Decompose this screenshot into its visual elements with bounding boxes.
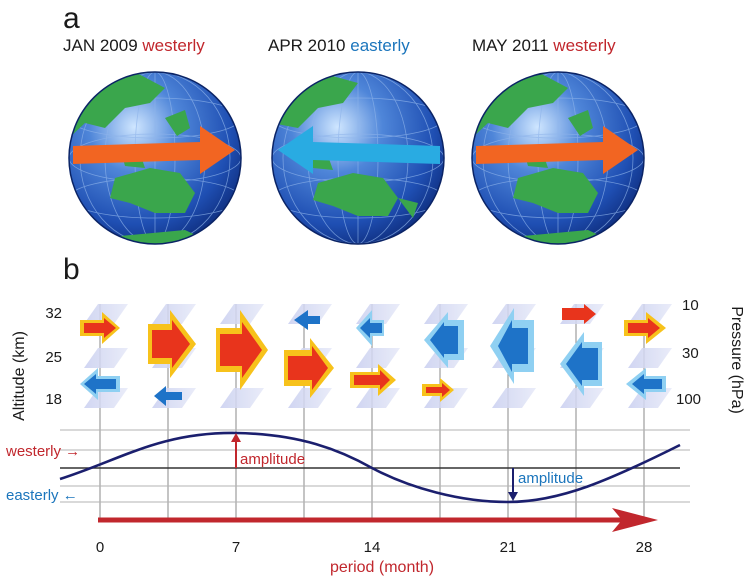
globe-label-2: APR 2010 easterly (268, 36, 410, 56)
x-tick: 21 (500, 539, 517, 556)
panel-a-letter: a (63, 2, 80, 35)
oscillation-curve (59, 431, 681, 504)
globe-wind: easterly (350, 36, 410, 55)
globe-wind: westerly (553, 36, 616, 55)
easterly-amplitude-arrowhead (508, 492, 518, 501)
qbo-figure: Altitude (km) 32 25 18 10 30 100 Pressur… (5, 297, 745, 576)
easterly-amplitude-label: amplitude (518, 470, 583, 487)
altitude-tick: 18 (45, 391, 62, 408)
globes-figure (68, 71, 645, 245)
x-tick: 28 (636, 539, 653, 556)
globe-date: JAN 2009 (63, 36, 138, 55)
x-tick: 0 (96, 539, 104, 556)
x-tick: 7 (232, 539, 240, 556)
globe-2 (271, 71, 445, 245)
altitude-tick: 25 (45, 349, 62, 366)
globe-3 (471, 71, 645, 245)
westerly-wind-arrow (476, 126, 638, 174)
easterly-wind-arrow (278, 126, 440, 174)
globe-label-3: MAY 2011 westerly (472, 36, 616, 56)
panel-b-letter: b (63, 253, 80, 286)
altitude-axis-label: Altitude (km) (11, 331, 28, 421)
period-arrowhead (612, 508, 658, 532)
x-axis-label: period (month) (330, 559, 434, 576)
globe-wind: westerly (142, 36, 205, 55)
westerly-amplitude-label: amplitude (240, 451, 305, 468)
globe-1 (68, 71, 242, 245)
altitude-tick: 32 (45, 305, 62, 322)
pressure-tick: 10 (682, 297, 699, 314)
x-tick: 14 (364, 539, 381, 556)
globe-label-1: JAN 2009 westerly (63, 36, 205, 56)
westerly-amplitude-arrowhead (231, 433, 241, 442)
pressure-tick: 100 (676, 391, 701, 408)
globe-date: APR 2010 (268, 36, 346, 55)
wind-profile-arrows (80, 304, 666, 406)
westerly-wind-arrow (73, 126, 235, 174)
pressure-axis-label: Pressure (hPa) (728, 306, 745, 414)
pressure-tick: 30 (682, 345, 699, 362)
westerly-label: westerly → (5, 443, 80, 460)
easterly-label: easterly ← (6, 487, 78, 504)
globe-date: MAY 2011 (472, 36, 549, 55)
